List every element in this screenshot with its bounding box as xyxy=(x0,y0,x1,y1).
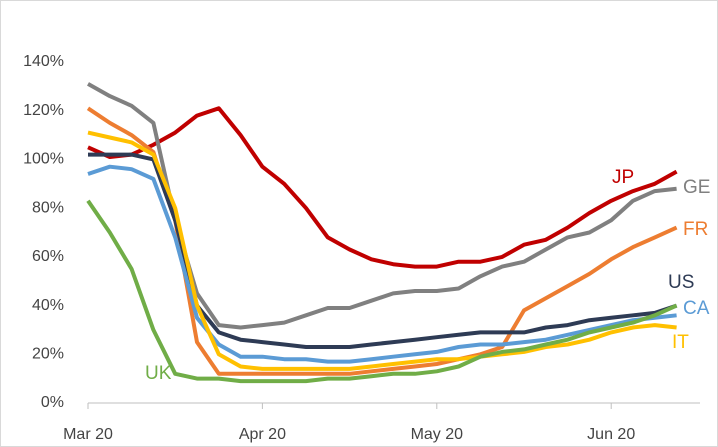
x-tick-label: Mar 20 xyxy=(63,426,113,443)
series-label: JP xyxy=(612,167,634,188)
series-label: UK xyxy=(145,363,172,384)
series-line xyxy=(87,164,677,364)
series-line xyxy=(86,199,678,384)
y-tick-label: 40% xyxy=(32,297,64,314)
x-tick-label: May 20 xyxy=(411,426,464,443)
x-tick-label: Apr 20 xyxy=(239,426,286,443)
series-label: GE xyxy=(683,177,710,198)
series-line xyxy=(87,106,678,269)
y-tick-label: 140% xyxy=(23,53,64,70)
series-label: CA xyxy=(683,298,710,319)
y-tick-label: 20% xyxy=(32,346,64,363)
x-tick-label: Jun 20 xyxy=(587,426,635,443)
series-label: US xyxy=(668,272,694,293)
y-tick-label: 80% xyxy=(32,199,64,216)
y-tick-label: 60% xyxy=(32,248,64,265)
series-line xyxy=(87,130,677,371)
y-tick-label: 0% xyxy=(41,394,64,411)
series-label: IT xyxy=(672,332,689,353)
y-tick-label: 100% xyxy=(23,151,64,168)
series-label: FR xyxy=(683,219,708,240)
y-tick-label: 120% xyxy=(23,102,64,119)
